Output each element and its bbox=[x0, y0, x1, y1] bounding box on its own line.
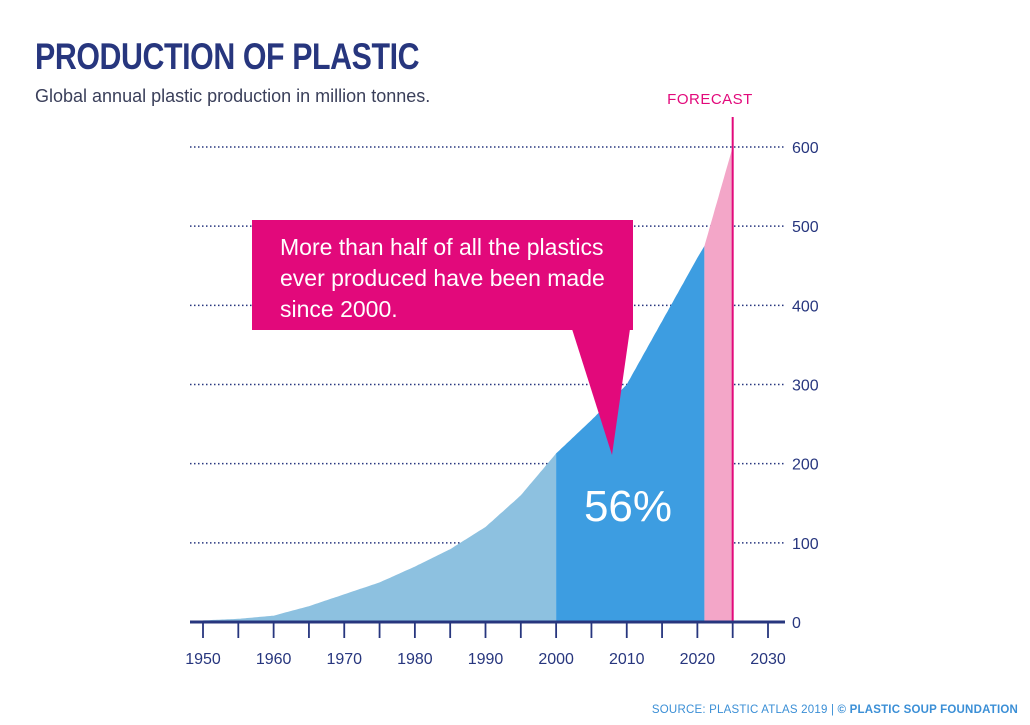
area-segment-2021-2025 bbox=[704, 147, 733, 622]
subtitle: Global annual plastic production in mill… bbox=[35, 86, 431, 106]
x-tick-label-1970: 1970 bbox=[326, 651, 362, 668]
area-segment-1950-2000 bbox=[203, 453, 557, 622]
annotation-callout: More than half of all the plastics ever … bbox=[280, 234, 605, 322]
source-brand: © PLASTIC SOUP FOUNDATION bbox=[837, 704, 1018, 716]
y-tick-label-100: 100 bbox=[792, 536, 819, 553]
y-tick-label-500: 500 bbox=[792, 219, 819, 236]
x-tick-label-2020: 2020 bbox=[680, 651, 716, 668]
x-tick-label-2000: 2000 bbox=[538, 651, 574, 668]
x-tick-label-2030: 2030 bbox=[750, 651, 786, 668]
page-title: PRODUCTION OF PLASTIC bbox=[35, 36, 420, 77]
y-tick-label-600: 600 bbox=[792, 140, 819, 157]
area-segment-2000-2021 bbox=[556, 246, 705, 622]
callout-box bbox=[252, 220, 633, 330]
x-tick-label-2010: 2010 bbox=[609, 651, 645, 668]
x-tick-label-1960: 1960 bbox=[256, 651, 292, 668]
x-tick-label-1980: 1980 bbox=[397, 651, 433, 668]
y-tick-label-300: 300 bbox=[792, 378, 819, 395]
share-label: 56% bbox=[584, 482, 672, 531]
y-tick-label-200: 200 bbox=[792, 457, 819, 474]
callout-pointer bbox=[572, 329, 630, 455]
y-tick-label-400: 400 bbox=[792, 298, 819, 315]
y-tick-label-0: 0 bbox=[792, 615, 801, 632]
source-text: SOURCE: PLASTIC ATLAS 2019 | bbox=[651, 704, 838, 716]
x-tick-label-1990: 1990 bbox=[468, 651, 504, 668]
x-tick-label-1950: 1950 bbox=[185, 651, 221, 668]
forecast-label: FORECAST bbox=[667, 91, 753, 108]
source-credit: SOURCE: PLASTIC ATLAS 2019 | © PLASTIC S… bbox=[652, 704, 1018, 716]
